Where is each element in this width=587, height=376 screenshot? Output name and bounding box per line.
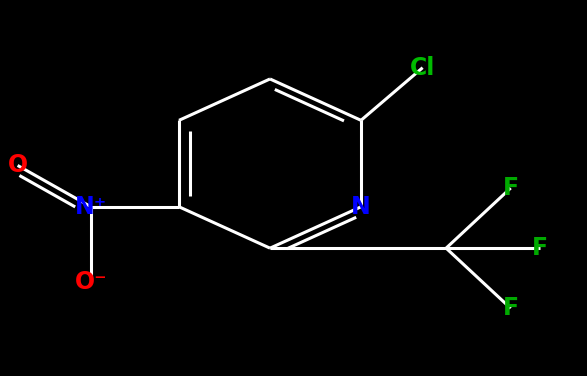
Text: F: F	[502, 176, 519, 200]
Text: Cl: Cl	[410, 56, 436, 80]
Text: F: F	[532, 236, 548, 260]
Text: O: O	[8, 153, 28, 177]
Text: N: N	[351, 195, 371, 219]
Text: O⁻: O⁻	[75, 270, 107, 294]
Text: F: F	[502, 296, 519, 320]
Text: N⁺: N⁺	[75, 195, 107, 219]
